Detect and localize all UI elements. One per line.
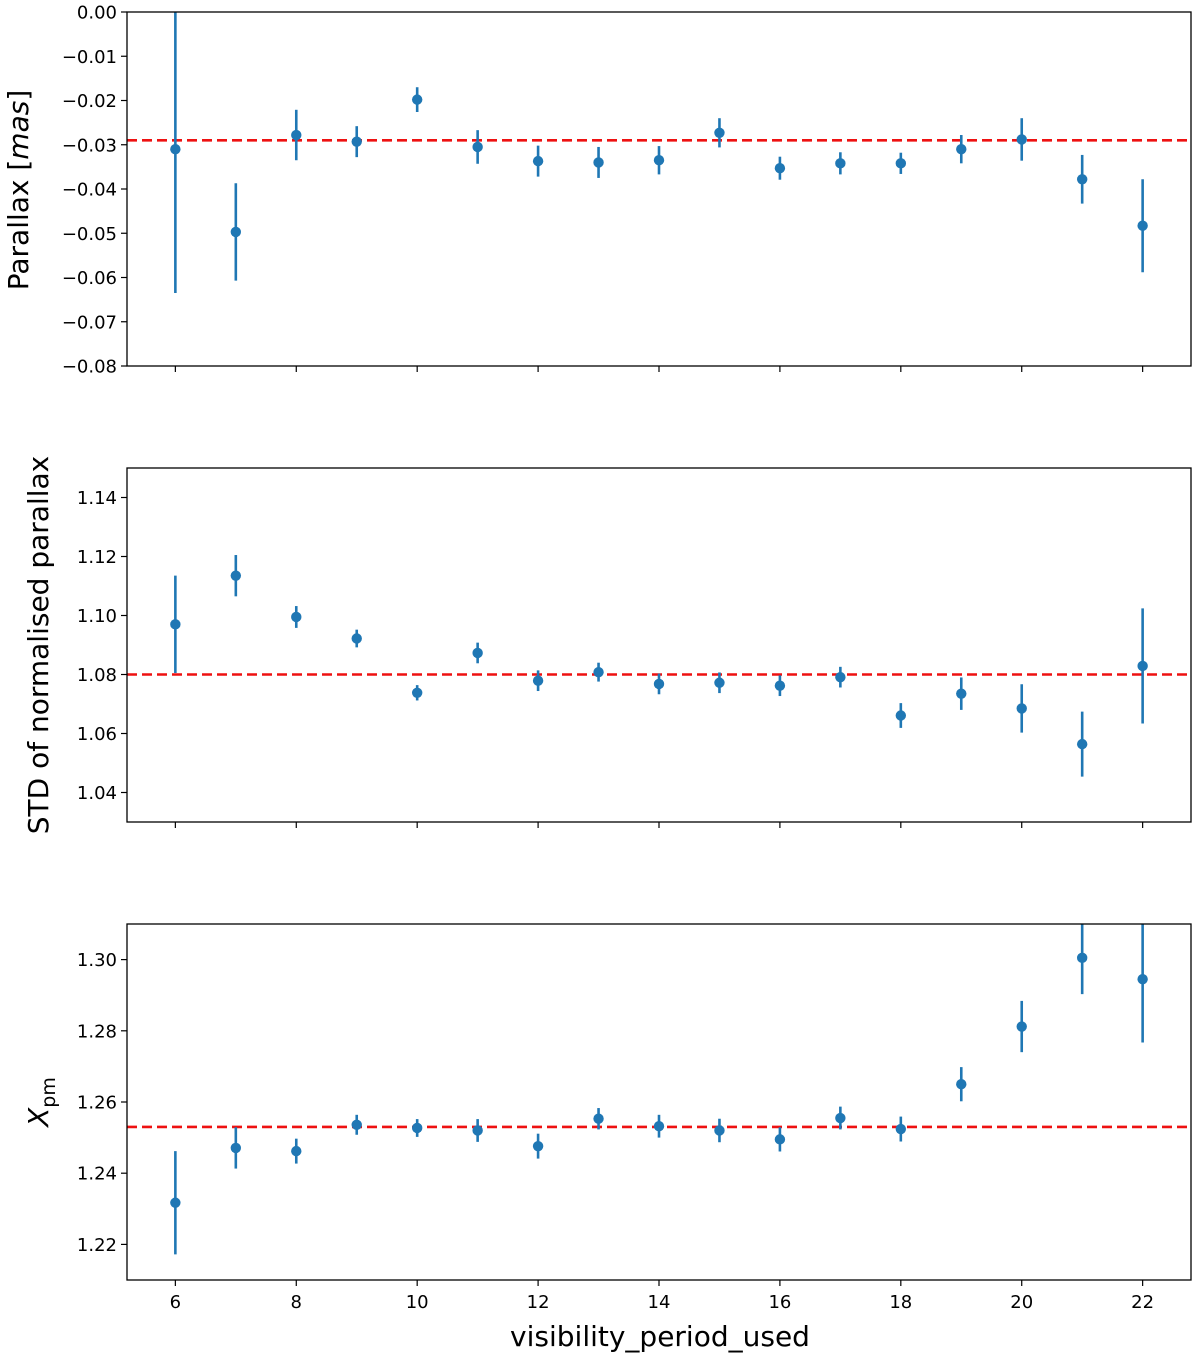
- std-ytick-label: 1.10: [77, 606, 117, 627]
- xpm-point: [1016, 1021, 1027, 1032]
- xpm-point: [291, 1145, 302, 1157]
- std-point: [230, 570, 242, 581]
- xpm-ytick-label: 1.28: [77, 1021, 117, 1042]
- xpm-point: [532, 1140, 544, 1152]
- xpm-point: [956, 1079, 967, 1090]
- std-point: [1076, 738, 1088, 750]
- xpm-axes-frame: [126, 923, 1192, 1281]
- std-point: [170, 619, 181, 630]
- parallax-point: [956, 143, 967, 155]
- parallax-ytick-label: 0.00: [77, 3, 117, 24]
- parallax-point: [170, 143, 181, 155]
- std-point: [411, 687, 423, 698]
- xpm-point: [895, 1123, 907, 1135]
- xpm-point: [835, 1112, 846, 1124]
- xpm-point: [1076, 952, 1088, 964]
- std-panel: STD of normalised parallax 1.14 1.12 1.10 1…: [22, 456, 1192, 835]
- parallax-point: [895, 158, 907, 169]
- std-point: [835, 671, 846, 683]
- parallax-point: [1076, 174, 1088, 185]
- xtick-label: 20: [1010, 1292, 1033, 1313]
- parallax-point: [351, 136, 362, 147]
- std-ytick-label: 1.14: [77, 488, 117, 509]
- xpm-point: [411, 1122, 423, 1134]
- std-ytick-label: 1.08: [77, 665, 117, 686]
- xpm-point: [774, 1134, 786, 1145]
- std-ytick-label: 1.04: [77, 783, 117, 804]
- parallax-ytick-label: −0.05: [62, 224, 117, 245]
- std-data: [127, 555, 1191, 777]
- std-point: [714, 677, 725, 688]
- xpm-point: [230, 1142, 242, 1154]
- std-point: [956, 688, 967, 699]
- xpm-data: [127, 924, 1191, 1255]
- parallax-axes-frame: [126, 11, 1192, 367]
- xpm-ylabel: Xpm: [22, 1077, 60, 1129]
- std-point: [653, 678, 665, 690]
- parallax-point: [714, 127, 725, 139]
- xpm-ytick-label: 1.26: [77, 1093, 117, 1114]
- parallax-ytick-label: −0.07: [62, 312, 117, 333]
- parallax-point: [230, 226, 242, 238]
- xpm-ytick-label: 1.30: [77, 950, 117, 971]
- std-point: [472, 647, 483, 659]
- parallax-point: [472, 141, 483, 153]
- xpm-ytick-label: 1.24: [77, 1164, 117, 1185]
- parallax-ytick-label: −0.01: [62, 47, 117, 68]
- parallax-ytick-label: −0.08: [62, 357, 117, 378]
- parallax-point: [532, 155, 544, 167]
- xpm-panel: Xpm visibility_period_used 1.30 1.28 1.26 1…: [22, 923, 1192, 1353]
- parallax-point: [774, 163, 786, 174]
- xpm-point: [351, 1119, 362, 1130]
- std-ytick-label: 1.12: [77, 547, 117, 568]
- std-point: [593, 666, 604, 678]
- std-point: [774, 680, 786, 691]
- parallax-point: [835, 158, 846, 169]
- std-point: [895, 710, 907, 721]
- std-point: [351, 633, 362, 644]
- xtick-label: 22: [1131, 1292, 1154, 1313]
- parallax-ytick-label: −0.04: [62, 180, 117, 201]
- std-point: [532, 675, 544, 686]
- xtick-label: 18: [889, 1292, 912, 1313]
- xpm-point: [472, 1125, 483, 1136]
- parallax-panel: Parallax [mas] 0.00 −0.01 −0.02 −0.03 −0.04 −…: [2, 3, 1192, 378]
- xpm-point: [593, 1113, 604, 1124]
- std-point: [1016, 703, 1027, 714]
- parallax-point: [1137, 220, 1148, 231]
- parallax-point: [1016, 134, 1027, 145]
- parallax-point: [411, 94, 423, 105]
- xtick-label: 8: [291, 1292, 302, 1313]
- parallax-data: [127, 12, 1191, 293]
- xtick-label: 12: [527, 1292, 550, 1313]
- xpm-point: [170, 1197, 181, 1208]
- parallax-point: [653, 155, 665, 166]
- std-ylabel: STD of normalised parallax: [22, 456, 55, 835]
- parallax-ytick-label: −0.03: [62, 135, 117, 156]
- xtick-label: 6: [170, 1292, 181, 1313]
- xpm-point: [714, 1125, 725, 1136]
- xtick-label: 14: [648, 1292, 671, 1313]
- parallax-ytick-label: −0.02: [62, 91, 117, 112]
- parallax-point: [593, 157, 604, 168]
- parallax-ytick-label: −0.06: [62, 268, 117, 289]
- x-axis-label: visibility_period_used: [510, 1320, 810, 1353]
- parallax-ylabel: Parallax [mas]: [2, 90, 35, 291]
- std-point: [291, 611, 302, 623]
- xpm-point: [653, 1121, 665, 1132]
- parallax-point: [291, 129, 302, 141]
- std-ytick-label: 1.06: [77, 724, 117, 745]
- std-axes-frame: [126, 467, 1192, 823]
- xtick-label: 10: [406, 1292, 429, 1313]
- xpm-point: [1137, 973, 1148, 985]
- std-point: [1137, 660, 1148, 672]
- xpm-ytick-label: 1.22: [77, 1235, 117, 1256]
- xtick-label: 16: [768, 1292, 791, 1313]
